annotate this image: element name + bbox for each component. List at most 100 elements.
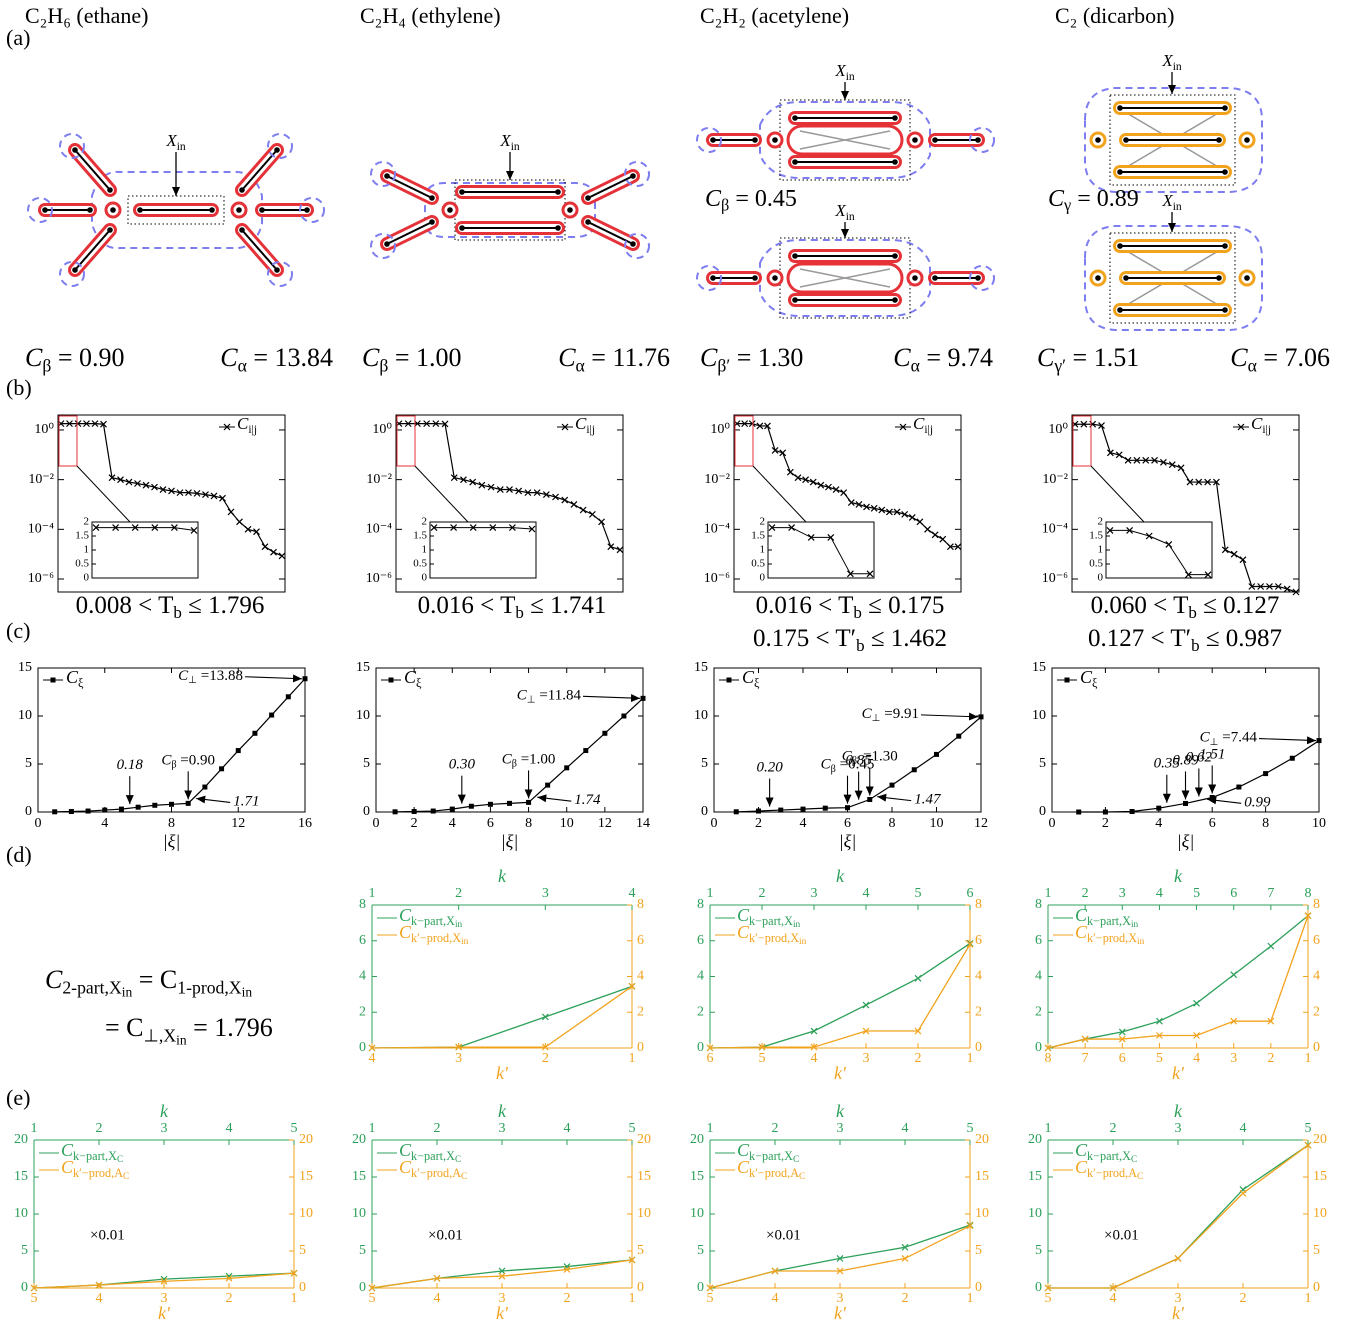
text-part: 0.016 < T xyxy=(756,592,854,619)
inset-frame xyxy=(91,521,199,579)
x-tick-label: 10 xyxy=(930,816,944,831)
y-tick-label: 10⁰ xyxy=(372,422,392,437)
text-part: 0.127 < T′ xyxy=(1088,625,1191,652)
text-part: 0.175 < T′ xyxy=(753,625,856,652)
x2-tick-label: 3 xyxy=(499,1291,506,1306)
text-part: β xyxy=(831,764,836,775)
legend-label: Ck′−prod,AC xyxy=(737,1157,805,1182)
text-part: C xyxy=(1075,1140,1088,1160)
zoom-box xyxy=(1072,415,1092,467)
point-marker xyxy=(621,713,627,719)
y2-tick-label: 4 xyxy=(975,969,982,984)
y-tick-label: 15 xyxy=(694,660,708,675)
y2-tick-label: 20 xyxy=(637,1132,651,1147)
point-marker xyxy=(430,524,438,532)
x-tick-label: 3 xyxy=(499,1121,506,1136)
point-marker xyxy=(202,784,208,790)
point-marker xyxy=(506,486,513,493)
point-marker xyxy=(1248,583,1256,590)
atom xyxy=(892,115,898,121)
input-label: Xin xyxy=(499,131,520,153)
point-marker xyxy=(1168,461,1176,469)
legend-label: Cξ xyxy=(742,667,760,690)
x2-tick-label: 5 xyxy=(31,1291,38,1306)
plot-frame xyxy=(395,414,624,593)
atom xyxy=(1117,307,1123,313)
molecule-name: C₂H₆ (ethane) xyxy=(25,3,148,28)
bond xyxy=(587,175,634,199)
point-marker xyxy=(847,499,855,506)
point-marker xyxy=(1145,532,1153,540)
point-marker xyxy=(533,489,541,497)
legend-label: Ck−part,XC xyxy=(737,1140,799,1165)
text-part: in xyxy=(511,139,520,152)
x2-tick-label: 1 xyxy=(1305,1291,1312,1306)
zoom-connector xyxy=(1090,465,1145,523)
point-marker xyxy=(170,524,178,532)
point-marker xyxy=(863,503,870,511)
atom xyxy=(772,275,778,281)
point-marker xyxy=(159,486,167,493)
coefficient: Cα = 7.06 xyxy=(1230,343,1330,375)
x-tick-label: 10 xyxy=(560,816,574,831)
point-marker xyxy=(901,1254,909,1262)
point-marker xyxy=(91,420,99,428)
zoom-box xyxy=(734,415,754,467)
text-part: in xyxy=(846,69,855,82)
text-part: C xyxy=(737,1157,750,1177)
y-tick-label: 0 xyxy=(697,1280,704,1295)
zoom-connector xyxy=(752,465,807,523)
point-marker xyxy=(236,518,243,526)
annotation: 0.30 xyxy=(449,757,476,773)
point-marker xyxy=(706,1284,714,1292)
y-tick-label: 4 xyxy=(359,969,366,984)
annotation: Cβ =0.90 xyxy=(161,753,215,771)
annotation: 0.85 xyxy=(846,753,873,769)
x-axis-label: k xyxy=(836,1101,845,1121)
y-tick-label: 0 xyxy=(1039,804,1046,819)
text-part: = 1.796 xyxy=(187,1013,273,1042)
point-marker xyxy=(85,808,91,814)
point-marker xyxy=(846,570,854,578)
point-marker xyxy=(1267,1017,1275,1025)
point-marker xyxy=(866,570,874,578)
x-tick-label: 5 xyxy=(967,1121,974,1136)
point-marker xyxy=(836,1267,844,1275)
point-marker xyxy=(788,524,796,532)
inset-y-tick-label: 0 xyxy=(1098,572,1104,584)
data-line xyxy=(1078,740,1320,813)
x2-tick-label: 1 xyxy=(629,1051,636,1066)
zoom-box xyxy=(58,415,78,467)
point-marker xyxy=(756,808,761,814)
x-tick-label: 5 xyxy=(291,1121,298,1136)
text-part: C xyxy=(1131,1155,1137,1165)
inset-y-tick-label: 1.5 xyxy=(75,530,89,542)
y2-tick-label: 5 xyxy=(975,1243,982,1258)
x2-tick-label: 5 xyxy=(707,1291,714,1306)
y-tick-label: 8 xyxy=(697,897,704,912)
text-part: in xyxy=(799,937,807,947)
annotation: C⊥ =11.84 xyxy=(517,688,582,706)
atom xyxy=(1123,275,1129,281)
data-line xyxy=(371,985,633,1049)
text-part: C xyxy=(399,1157,412,1177)
text-part: k′−prod,A xyxy=(1087,1166,1137,1180)
inset-y-tick-label: 0.5 xyxy=(751,558,765,570)
text-part: ≤ 1.741 xyxy=(524,592,606,619)
x-tick-label: 1 xyxy=(1045,1121,1052,1136)
y-tick-label: 0 xyxy=(697,1040,704,1055)
y-tick-label: 10⁻⁶ xyxy=(1042,571,1068,586)
point-marker xyxy=(771,1267,779,1275)
point-marker xyxy=(460,476,467,484)
atom xyxy=(555,225,561,231)
y-tick-label: 5 xyxy=(25,756,32,771)
panel-label: (a) xyxy=(6,25,30,50)
region-outline xyxy=(1084,225,1263,331)
legend-marker xyxy=(388,677,394,683)
x2-tick-label: 5 xyxy=(1045,1291,1052,1306)
y-tick-label: 10⁻⁶ xyxy=(704,571,730,586)
coefficient: Cα = 13.84 xyxy=(220,343,333,375)
text-part: = 9.74 xyxy=(920,343,993,372)
input-label: Xin xyxy=(165,131,186,153)
y-tick-label: 4 xyxy=(1035,969,1042,984)
